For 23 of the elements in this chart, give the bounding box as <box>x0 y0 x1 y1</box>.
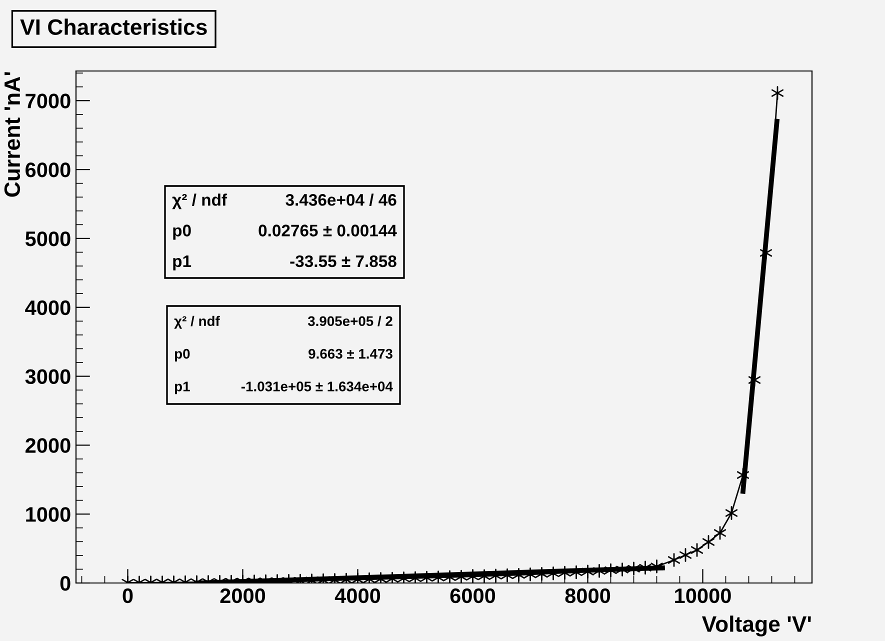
y-tick-label: 1000 <box>26 507 70 522</box>
y-tick-label: 2000 <box>26 438 70 453</box>
y-axis-title: Current 'nA' <box>4 72 20 197</box>
text: p0 9.663 ± 1.473 <box>174 348 392 362</box>
y-tick-label: 4000 <box>25 300 70 316</box>
x-tick-label: 4000 <box>334 588 380 604</box>
text: p1 -33.55 ± 7.858 <box>173 255 396 270</box>
y-tick-label: 7000 <box>26 94 70 108</box>
y-tick-label: 3000 <box>25 369 70 384</box>
y-tick-label: 6000 <box>26 162 70 178</box>
x-tick-label: 6000 <box>450 588 496 604</box>
x-tick-label: 2000 <box>220 588 266 604</box>
x-axis-title: Voltage 'V' <box>702 616 811 636</box>
y-tick-label: 0 <box>60 576 70 591</box>
y-tick-label: 5000 <box>25 231 70 246</box>
text: p1 -1.031e+05 ± 1.634e+04 <box>174 382 393 394</box>
chart-title: VI Characteristics <box>20 18 207 35</box>
x-tick-label: 8000 <box>565 588 610 604</box>
text: χ² / ndf 3.905e+05 / 2 <box>174 316 392 329</box>
x-tick-label: 10000 <box>675 588 731 604</box>
text: p0 0.02765 ± 0.00144 <box>173 224 397 240</box>
x-tick-label: 0 <box>122 588 133 604</box>
text: χ² / ndf 3.436e+04 / 46 <box>172 194 396 210</box>
